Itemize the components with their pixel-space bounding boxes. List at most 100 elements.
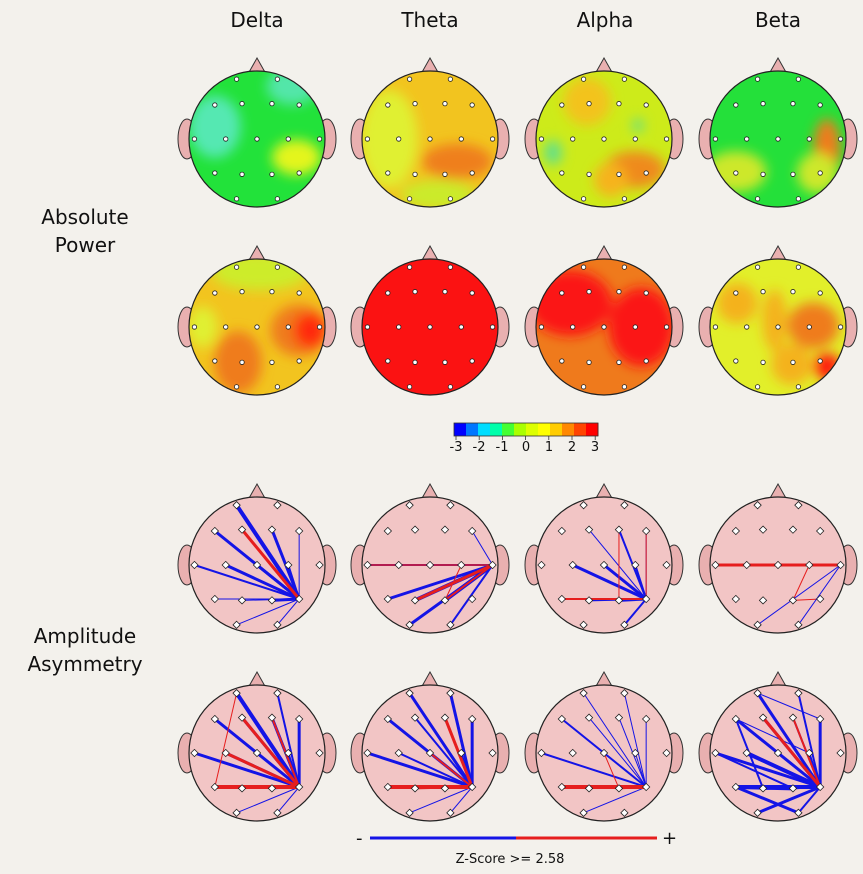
electrode-dot [469, 290, 475, 296]
electrode-marker [294, 782, 304, 792]
electrode-marker [446, 808, 455, 818]
electrode-marker [731, 594, 741, 604]
asymmetry-line [623, 598, 648, 626]
band-label-alpha: Alpha [576, 8, 634, 32]
scale-swatch [502, 423, 515, 436]
electrode-marker [190, 748, 199, 758]
head-outline [361, 684, 499, 822]
row-label-amplitude-line1: Amplitude [33, 624, 137, 648]
asymmetry-line [192, 751, 301, 789]
electrode-marker [237, 713, 247, 722]
electrode-dot [616, 171, 622, 177]
electrode-marker [315, 748, 324, 758]
scale-tick-0: 0 [522, 440, 530, 455]
electrode-dot [274, 76, 280, 82]
electrode-dot [385, 290, 391, 296]
electrode-dot [643, 358, 649, 364]
electrode-marker [237, 596, 247, 605]
asymmetry-line [397, 752, 474, 788]
electrode-dot [663, 324, 670, 330]
electrode-marker [410, 525, 420, 534]
electrode-marker [662, 748, 671, 758]
electrode-marker [467, 594, 477, 604]
asymmetry-line [761, 716, 822, 789]
electrode-dot [795, 196, 802, 202]
electrode-marker [788, 525, 798, 534]
scale-tick-neg2: -2 [473, 440, 486, 455]
electrode-marker [753, 808, 762, 818]
electrode-marker [794, 688, 803, 698]
electrode-dot [254, 324, 260, 330]
electrode-dot [364, 324, 371, 330]
electrode-dot [239, 101, 245, 107]
asymmetry-line [409, 786, 473, 814]
electrode-dot [234, 384, 240, 390]
color-scale-bar [453, 422, 599, 440]
asymmetry-line [471, 530, 494, 566]
electrode-marker [410, 784, 420, 793]
electrode-marker [267, 525, 277, 534]
electrode-marker [788, 784, 798, 793]
electrode-dot [643, 170, 649, 176]
electrode-dot [817, 290, 823, 296]
electrode-dot [837, 136, 844, 142]
scale-swatch [478, 423, 491, 436]
row-label-absolute-power: Absolute Power [0, 203, 170, 259]
electrode-dot [458, 324, 464, 330]
electrode-dot [754, 196, 761, 202]
power-region [608, 287, 672, 367]
asymmetry-line [735, 718, 810, 754]
power-map-delta-2 [177, 244, 337, 396]
row-label-absolute-line2: Power [54, 233, 116, 257]
scale-swatch [526, 423, 539, 436]
electrode-marker [805, 560, 814, 570]
electrode-dot [191, 324, 198, 330]
electrode-marker [579, 620, 588, 630]
electrode-dot [469, 170, 475, 176]
electrode-marker [446, 500, 455, 510]
asymmetry-line [276, 692, 301, 788]
asymmetry-line [240, 716, 301, 789]
electrode-marker [232, 620, 241, 630]
asymmetry-line [792, 564, 810, 601]
asymmetry-map-theta-1 [350, 482, 510, 634]
electrode-marker [284, 748, 293, 758]
electrode-marker [579, 808, 588, 818]
electrode-dot [406, 264, 413, 270]
scale-swatch [550, 423, 563, 436]
asymmetry-map-delta-2 [177, 670, 337, 822]
electrode-marker [584, 525, 594, 534]
electrode-dot [643, 290, 649, 296]
head-outline [361, 70, 499, 208]
electrode-dot [744, 136, 750, 142]
electrode-marker [267, 784, 277, 793]
asymmetry-line [386, 563, 495, 601]
scale-swatch [490, 423, 503, 436]
scale-swatch [562, 423, 575, 436]
electrode-dot [412, 171, 418, 177]
electrode-marker [641, 782, 651, 792]
asymmetry-line [365, 751, 474, 789]
electrode-dot [447, 384, 453, 390]
electrode-dot [212, 170, 218, 176]
electrode-dot [601, 324, 607, 330]
power-map-theta-1 [350, 56, 510, 208]
scale-swatch [586, 423, 599, 436]
head-outline [535, 684, 673, 822]
electrode-marker [742, 748, 751, 758]
asymmetry-line [583, 692, 647, 788]
electrode-dot [538, 136, 545, 142]
head-outline [709, 496, 847, 634]
electrode-marker [190, 560, 199, 570]
electrode-marker [267, 596, 277, 605]
asymmetry-line [756, 785, 822, 815]
electrode-dot [775, 324, 781, 330]
electrode-dot [274, 384, 280, 390]
electrode-dot [239, 359, 245, 365]
asymmetry-line [236, 786, 300, 814]
asymmetry-line [276, 786, 300, 814]
electrode-dot [269, 359, 275, 365]
electrode-marker [273, 808, 282, 818]
electrode-dot [274, 264, 280, 270]
head-outline [188, 496, 326, 634]
